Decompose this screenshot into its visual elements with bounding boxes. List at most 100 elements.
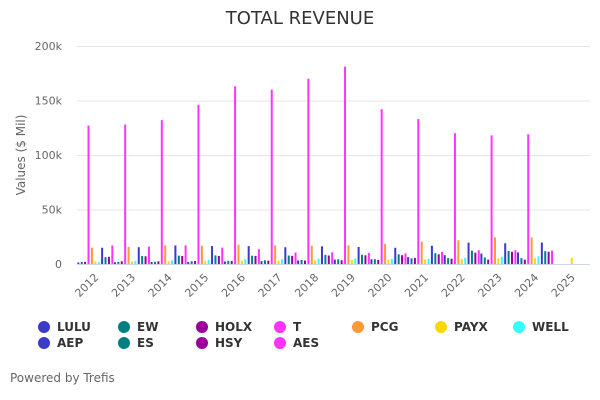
bar-t-2024[interactable] bbox=[527, 134, 530, 264]
bar-holx-2017[interactable] bbox=[267, 260, 270, 264]
bar-t-2022[interactable] bbox=[453, 133, 456, 264]
bar-hsy-2022[interactable] bbox=[474, 252, 477, 264]
legend-item-es[interactable]: ES bbox=[118, 336, 154, 350]
bar-lulu-2019[interactable] bbox=[333, 259, 336, 264]
bar-holx-2021[interactable] bbox=[413, 257, 416, 264]
bar-holx-2012[interactable] bbox=[84, 261, 87, 264]
bar-pcg-2021[interactable] bbox=[420, 241, 423, 264]
bar-hsy-2021[interactable] bbox=[437, 254, 440, 264]
bar-aes-2013[interactable] bbox=[147, 246, 150, 264]
bar-well-2018[interactable] bbox=[317, 258, 320, 264]
bar-hsy-2013[interactable] bbox=[144, 256, 147, 264]
bar-aep-2024[interactable] bbox=[540, 242, 543, 264]
bar-payx-2017[interactable] bbox=[277, 260, 280, 264]
bar-lulu-2012[interactable] bbox=[77, 262, 80, 264]
bar-pcg-2014[interactable] bbox=[164, 245, 167, 264]
legend-item-payx[interactable]: PAYX bbox=[435, 320, 488, 334]
bar-pcg-2024[interactable] bbox=[530, 237, 533, 264]
bar-pcg-2016[interactable] bbox=[237, 244, 240, 264]
bar-holx-2013[interactable] bbox=[120, 261, 123, 264]
bar-ew-2015[interactable] bbox=[190, 261, 193, 264]
legend-item-t[interactable]: T bbox=[274, 320, 301, 334]
bar-hsy-2019[interactable] bbox=[364, 255, 367, 264]
bar-aes-2016[interactable] bbox=[257, 249, 260, 264]
bar-es-2020[interactable] bbox=[397, 254, 400, 264]
bar-ew-2019[interactable] bbox=[337, 259, 340, 264]
bar-holx-2014[interactable] bbox=[157, 261, 160, 264]
bar-ew-2021[interactable] bbox=[410, 258, 413, 264]
bar-aes-2021[interactable] bbox=[441, 251, 444, 264]
bar-t-2013[interactable] bbox=[124, 124, 127, 264]
legend-item-holx[interactable]: HOLX bbox=[196, 320, 252, 334]
bar-es-2013[interactable] bbox=[141, 256, 144, 264]
bar-t-2015[interactable] bbox=[197, 104, 200, 264]
bar-pcg-2015[interactable] bbox=[200, 245, 203, 264]
legend-item-hsy[interactable]: HSY bbox=[196, 336, 242, 350]
bar-lulu-2024[interactable] bbox=[517, 252, 520, 264]
bar-well-2017[interactable] bbox=[280, 259, 283, 264]
bar-payx-2019[interactable] bbox=[350, 259, 353, 264]
bar-holx-2024[interactable] bbox=[523, 259, 526, 264]
bar-hsy-2016[interactable] bbox=[254, 255, 257, 264]
bar-es-2017[interactable] bbox=[287, 255, 290, 264]
bar-well-2019[interactable] bbox=[354, 258, 357, 264]
bar-payx-2015[interactable] bbox=[204, 261, 207, 264]
bar-payx-2014[interactable] bbox=[167, 261, 170, 264]
bar-lulu-2013[interactable] bbox=[113, 262, 116, 264]
bar-hsy-2015[interactable] bbox=[217, 255, 220, 264]
bar-aep-2014[interactable] bbox=[174, 245, 177, 264]
bar-ew-2012[interactable] bbox=[80, 261, 83, 264]
bar-well-2021[interactable] bbox=[427, 258, 430, 264]
legend-item-aep[interactable]: AEP bbox=[38, 336, 83, 350]
bar-ew-2014[interactable] bbox=[154, 261, 157, 264]
bar-hsy-2012[interactable] bbox=[107, 256, 110, 264]
bar-lulu-2015[interactable] bbox=[187, 261, 190, 264]
bar-well-2024[interactable] bbox=[537, 256, 540, 264]
bar-well-2016[interactable] bbox=[244, 259, 247, 264]
bar-holx-2018[interactable] bbox=[303, 260, 306, 264]
bar-aes-2022[interactable] bbox=[477, 250, 480, 264]
bar-t-2018[interactable] bbox=[307, 78, 310, 264]
bar-es-2018[interactable] bbox=[324, 254, 327, 264]
bar-pcg-2013[interactable] bbox=[127, 246, 130, 264]
powered-by-footer[interactable]: Powered by Trefis bbox=[10, 371, 115, 385]
bar-pcg-2012[interactable] bbox=[90, 247, 93, 264]
bar-holx-2023[interactable] bbox=[487, 259, 490, 264]
bar-es-2022[interactable] bbox=[470, 250, 473, 264]
bar-ew-2018[interactable] bbox=[300, 259, 303, 264]
bar-es-2016[interactable] bbox=[251, 255, 254, 264]
bar-aes-2019[interactable] bbox=[367, 252, 370, 264]
bar-hsy-2020[interactable] bbox=[401, 255, 404, 264]
bar-ew-2013[interactable] bbox=[117, 261, 120, 264]
bar-lulu-2014[interactable] bbox=[150, 262, 153, 264]
bar-ew-2024[interactable] bbox=[520, 258, 523, 264]
bar-lulu-2023[interactable] bbox=[480, 253, 483, 264]
bar-hsy-2014[interactable] bbox=[181, 255, 184, 264]
bar-t-2021[interactable] bbox=[417, 119, 420, 264]
bar-holx-2016[interactable] bbox=[230, 260, 233, 264]
bar-payx-2012[interactable] bbox=[94, 261, 97, 264]
bar-t-2023[interactable] bbox=[490, 135, 493, 264]
bar-holx-2015[interactable] bbox=[194, 261, 197, 264]
bar-es-2014[interactable] bbox=[177, 255, 180, 264]
bar-pcg-2022[interactable] bbox=[457, 240, 460, 264]
legend-item-ew[interactable]: EW bbox=[118, 320, 158, 334]
bar-hsy-2017[interactable] bbox=[291, 255, 294, 264]
bar-lulu-2020[interactable] bbox=[370, 259, 373, 264]
legend-item-well[interactable]: WELL bbox=[513, 320, 569, 334]
bar-well-2020[interactable] bbox=[390, 258, 393, 264]
bar-aes-2014[interactable] bbox=[184, 245, 187, 264]
bar-well-2022[interactable] bbox=[464, 257, 467, 264]
bar-es-2015[interactable] bbox=[214, 255, 217, 264]
bar-payx-2020[interactable] bbox=[387, 259, 390, 264]
bar-es-2024[interactable] bbox=[544, 251, 547, 264]
bar-payx-2022[interactable] bbox=[460, 258, 463, 264]
bar-ew-2020[interactable] bbox=[373, 259, 376, 264]
bar-payx-2024[interactable] bbox=[534, 258, 537, 264]
bar-es-2021[interactable] bbox=[434, 253, 437, 264]
bar-pcg-2018[interactable] bbox=[310, 245, 313, 264]
bar-ew-2022[interactable] bbox=[447, 258, 450, 264]
bar-aep-2015[interactable] bbox=[211, 246, 214, 264]
bar-aes-2018[interactable] bbox=[331, 252, 334, 264]
bar-t-2014[interactable] bbox=[160, 120, 163, 265]
